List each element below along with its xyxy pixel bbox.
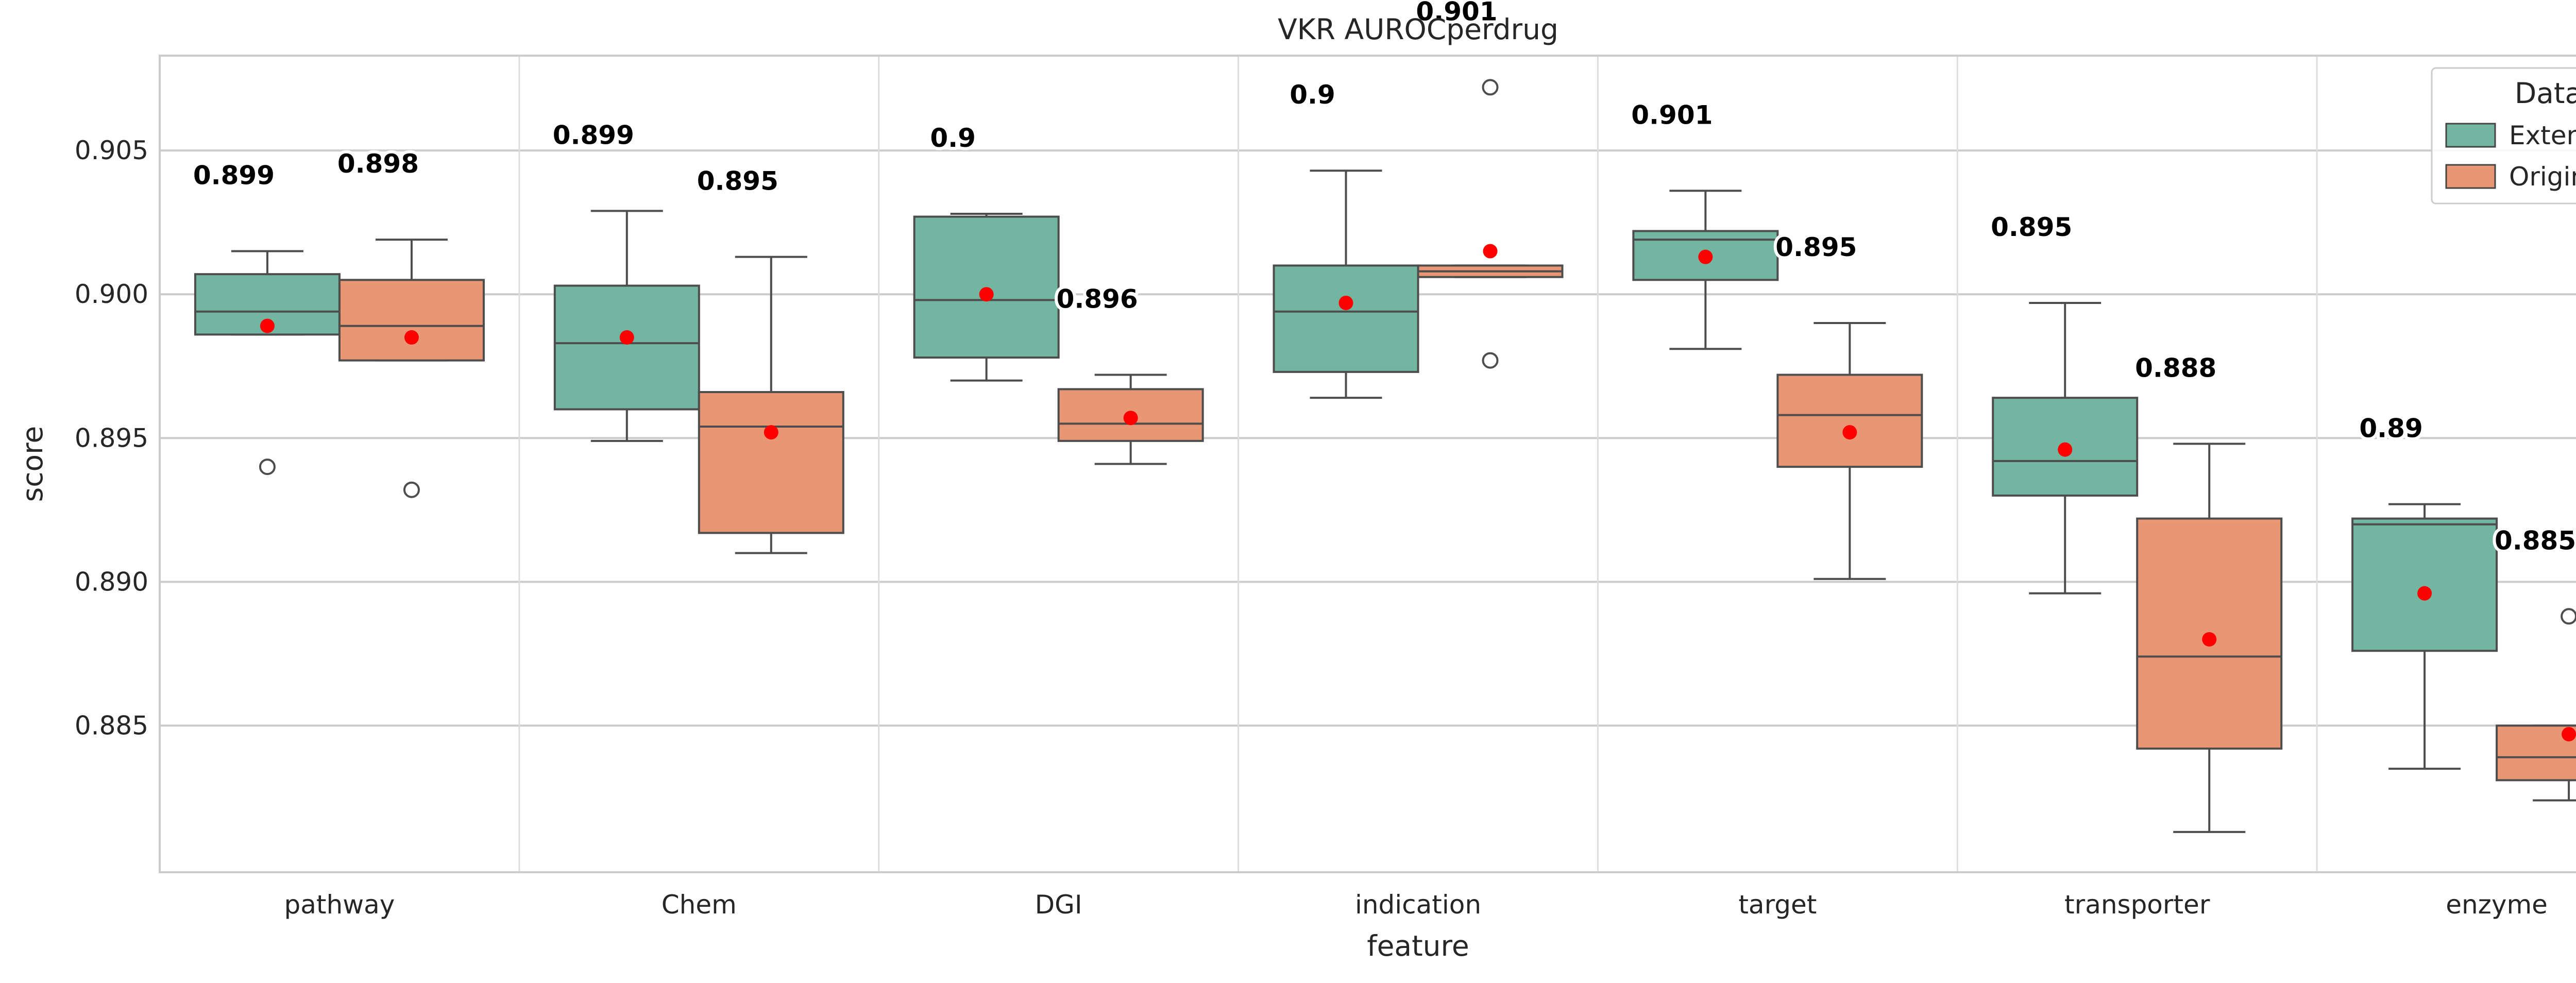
mean-labels-layer: 0.899 0.899 0.9 0.9 0.901 0.895 0.89 0.898 0.895… xyxy=(190,0,2576,558)
box-original-indication xyxy=(1417,79,1564,369)
box-original-chem xyxy=(698,256,844,554)
box-body xyxy=(338,279,485,362)
mean-label: 0.895 xyxy=(1991,212,2072,242)
plot-area xyxy=(159,55,2576,873)
mean-label: 0.899 xyxy=(193,161,275,191)
x-tick-label: enzyme xyxy=(2446,890,2548,920)
x-tick-label: pathway xyxy=(284,890,395,920)
box-original-dgi xyxy=(1057,374,1204,465)
legend-swatch-extended xyxy=(2445,123,2496,148)
box-original-target xyxy=(1776,322,1923,580)
box-original-transporter xyxy=(2136,443,2283,833)
box-original-pathway xyxy=(338,239,485,498)
x-tick-label: indication xyxy=(1355,890,1481,920)
mean-label: 0.888 xyxy=(2135,353,2216,383)
y-tick-label: 0.900 xyxy=(75,279,148,309)
mean-marker xyxy=(2417,586,2432,601)
mean-label: 0.9 xyxy=(930,123,976,153)
mean-label: 0.9 xyxy=(1290,80,1335,110)
box-extended-enzyme xyxy=(2351,503,2498,770)
mean-marker xyxy=(764,425,778,440)
x-tick-label: DGI xyxy=(1035,890,1082,920)
y-tick-label: 0.885 xyxy=(75,710,148,740)
mean-marker xyxy=(1123,411,1138,426)
mean-label: 0.89 xyxy=(2359,414,2422,444)
mean-marker xyxy=(404,330,419,345)
outlier-point xyxy=(403,481,420,498)
outlier-point xyxy=(259,459,276,476)
mean-marker xyxy=(1338,295,1353,310)
mean-label: 0.898 xyxy=(337,149,419,179)
mean-marker xyxy=(1698,249,1713,264)
mean-label: 0.899 xyxy=(553,120,634,150)
box-extended-pathway xyxy=(194,250,341,476)
mean-label: 0.895 xyxy=(697,166,778,196)
mean-label: 0.901 xyxy=(1631,100,1713,130)
mean-label: 0.895 xyxy=(1775,232,1857,262)
legend: Data Extended Original xyxy=(2431,67,2576,205)
box-body xyxy=(553,284,700,411)
box-body xyxy=(1776,374,1923,468)
mean-marker xyxy=(1483,244,1498,259)
mean-label: 0.901 xyxy=(1416,0,1497,26)
chart-title: VKR AUROCperdrug xyxy=(1278,13,1558,46)
y-tick-label: 0.905 xyxy=(75,135,148,165)
mean-marker xyxy=(2202,632,2217,647)
box-extended-transporter xyxy=(1992,301,2139,595)
boxes-layer xyxy=(194,79,2576,833)
box-original-enzyme xyxy=(2496,608,2576,802)
y-tick-label: 0.895 xyxy=(75,423,148,453)
mean-marker xyxy=(260,318,275,333)
y-tick-label: 0.890 xyxy=(75,567,148,597)
y-axis-label: score xyxy=(16,426,49,502)
box-extended-dgi xyxy=(913,212,1060,382)
mean-label: 0.885 xyxy=(2495,526,2576,555)
box-body xyxy=(1273,264,1419,373)
x-tick-label: Chem xyxy=(662,890,737,920)
axes-layer: VKR AUROCperdrug feature score 0.885 0.89… xyxy=(16,13,2548,962)
legend-title: Data xyxy=(2515,77,2576,110)
box-extended-chem xyxy=(553,210,700,442)
outlier-point xyxy=(1482,79,1499,96)
mean-label: 0.896 xyxy=(1057,284,1138,314)
mean-marker xyxy=(2562,727,2576,742)
outlier-point xyxy=(2561,608,2576,625)
outlier-point xyxy=(1482,352,1499,369)
x-axis-label: feature xyxy=(1367,929,1469,962)
mean-marker xyxy=(619,330,634,345)
legend-label-original: Original xyxy=(2509,162,2576,192)
mean-marker xyxy=(979,287,994,302)
box-body xyxy=(2351,517,2498,652)
box-extended-indication xyxy=(1273,170,1419,399)
x-tick-label: target xyxy=(1738,890,1817,920)
legend-label-extended: Extended xyxy=(2509,121,2576,150)
legend-swatch-original xyxy=(2445,164,2496,189)
x-tick-label: transporter xyxy=(2064,890,2210,920)
box-extended-target xyxy=(1632,190,1779,350)
box-body xyxy=(698,391,844,534)
mean-marker xyxy=(1842,425,1857,440)
mean-marker xyxy=(2058,442,2073,457)
